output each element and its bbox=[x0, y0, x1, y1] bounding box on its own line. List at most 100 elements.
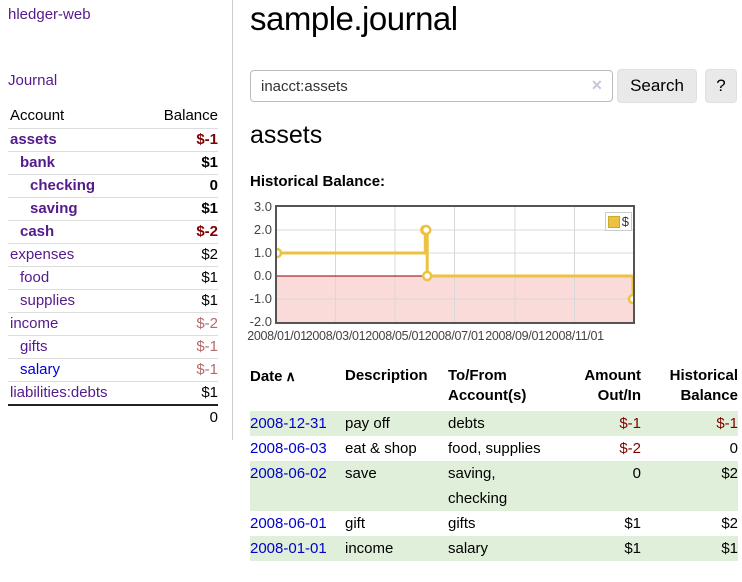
account-link[interactable]: salary bbox=[20, 361, 61, 378]
account-balance-value: 0 bbox=[209, 177, 218, 194]
help-button[interactable]: ? bbox=[705, 69, 737, 103]
account-balance-value: $-1 bbox=[196, 361, 218, 378]
account-row: food $1 bbox=[8, 266, 218, 289]
account-link[interactable]: gifts bbox=[20, 338, 48, 355]
account-row: gifts $-1 bbox=[8, 335, 218, 358]
transaction-amount: $-1 bbox=[619, 415, 641, 432]
chart-title: Historical Balance: bbox=[250, 173, 386, 190]
transaction-row: 2008-01-01 income salary $1 $1 bbox=[250, 536, 738, 561]
transaction-balance: $2 bbox=[721, 465, 738, 482]
transaction-row: 2008-12-31 pay off debts $-1 $-1 bbox=[250, 411, 738, 436]
chart-legend: $ bbox=[604, 212, 632, 231]
account-link[interactable]: liabilities:debts bbox=[10, 384, 108, 401]
column-header-balance: Historical Balance bbox=[669, 367, 738, 404]
x-axis-tick-label: 2008/05/01 bbox=[365, 329, 425, 343]
y-axis-tick-label: -1.0 bbox=[249, 291, 272, 306]
transaction-accounts: saving, checking bbox=[448, 465, 508, 507]
column-header-accounts: To/From Account(s) bbox=[448, 367, 527, 404]
search-form: ✕ Search ? bbox=[250, 69, 742, 103]
x-axis-tick-label: 2008/11/01 bbox=[545, 329, 604, 343]
account-balance-value: $-2 bbox=[196, 315, 218, 332]
transaction-amount: 0 bbox=[632, 465, 641, 482]
transaction-accounts: debts bbox=[448, 415, 485, 432]
transaction-accounts: food, supplies bbox=[448, 440, 541, 457]
register-table: Date ∧ Description To/From Account(s) Amo… bbox=[250, 366, 738, 561]
account-balance-value: $-2 bbox=[196, 223, 218, 240]
transaction-balance: $1 bbox=[721, 540, 738, 557]
legend-series-label: $ bbox=[621, 214, 629, 229]
page-title: sample.journal bbox=[250, 0, 458, 37]
column-header-date[interactable]: Date ∧ bbox=[250, 368, 296, 385]
account-column-header: Account bbox=[10, 107, 65, 124]
account-link[interactable]: checking bbox=[30, 177, 96, 194]
account-link[interactable]: saving bbox=[30, 200, 78, 217]
historical-balance-chart: $ 3.0 2.0 1.0 0.0 -1.0 -2.0 2008/01/01 2008/03/… bbox=[247, 199, 742, 350]
transaction-description: save bbox=[345, 465, 377, 482]
account-balance-value: $1 bbox=[201, 154, 218, 171]
account-table-header: Account Balance bbox=[8, 104, 218, 128]
clear-search-icon[interactable]: ✕ bbox=[591, 77, 603, 93]
x-axis-tick-label: 2008/03/01 bbox=[305, 329, 366, 343]
app-title-link[interactable]: hledger-web bbox=[8, 6, 91, 23]
transaction-date-link[interactable]: 2008-06-01 bbox=[250, 515, 327, 532]
account-balance-value: $1 bbox=[201, 269, 218, 286]
transaction-date-link[interactable]: 2008-12-31 bbox=[250, 415, 327, 432]
account-link[interactable]: assets bbox=[10, 131, 57, 148]
transaction-balance: $2 bbox=[721, 515, 738, 532]
transaction-amount: $1 bbox=[624, 540, 641, 557]
account-balance-value: $2 bbox=[201, 246, 218, 263]
account-link[interactable]: bank bbox=[20, 154, 56, 171]
account-link[interactable]: supplies bbox=[20, 292, 76, 309]
account-heading: assets bbox=[250, 121, 323, 149]
transaction-description: eat & shop bbox=[345, 440, 417, 457]
main-content: sample.journal ✕ Search ? assets Histori… bbox=[247, 0, 742, 582]
transaction-date-link[interactable]: 2008-06-02 bbox=[250, 465, 327, 482]
account-row: expenses $2 bbox=[8, 243, 218, 266]
y-axis-tick-label: 3.0 bbox=[253, 199, 272, 214]
transaction-description: income bbox=[345, 540, 394, 557]
sidebar: hledger-web Journal Account Balance asse… bbox=[0, 0, 233, 440]
y-axis-tick-label: 2.0 bbox=[253, 222, 272, 237]
account-row: bank $1 bbox=[8, 151, 218, 174]
transaction-description: pay off bbox=[345, 415, 390, 432]
transaction-amount: $1 bbox=[624, 515, 641, 532]
account-row: liabilities:debts $1 bbox=[8, 381, 218, 404]
account-balance-value: $1 bbox=[201, 292, 218, 309]
y-axis-tick-label: -2.0 bbox=[249, 314, 272, 329]
account-row: saving $1 bbox=[8, 197, 218, 220]
y-axis-tick-label: 1.0 bbox=[253, 245, 272, 260]
sidebar-item-journal[interactable]: Journal bbox=[8, 72, 58, 89]
y-axis-tick-label: 0.0 bbox=[253, 268, 272, 283]
transaction-date-link[interactable]: 2008-06-03 bbox=[250, 440, 327, 457]
account-row: assets $-1 bbox=[8, 128, 218, 151]
transaction-description: gift bbox=[345, 515, 366, 532]
x-axis-tick-label: 2008/07/01 bbox=[424, 329, 485, 343]
transaction-amount: $-2 bbox=[619, 440, 641, 457]
transaction-row: 2008-06-02 save saving, checking 0 $2 bbox=[250, 461, 738, 511]
transaction-date-link[interactable]: 2008-01-01 bbox=[250, 540, 327, 557]
legend-swatch-icon bbox=[607, 215, 620, 228]
transaction-balance: $-1 bbox=[716, 415, 738, 432]
register-header-row: Date ∧ Description To/From Account(s) Amo… bbox=[250, 366, 738, 411]
account-table-body: assets $-1 bank $1 checking 0 saving $1 … bbox=[8, 128, 218, 404]
account-balance-value: $1 bbox=[201, 384, 218, 401]
search-button[interactable]: Search bbox=[617, 69, 697, 103]
balance-column-header: Balance bbox=[163, 107, 218, 124]
search-input[interactable] bbox=[250, 70, 613, 102]
account-row: supplies $1 bbox=[8, 289, 218, 312]
account-link[interactable]: expenses bbox=[10, 246, 75, 263]
transaction-accounts: gifts bbox=[448, 515, 476, 532]
column-header-amount: Amount Out/In bbox=[584, 367, 641, 404]
account-balance-value: $1 bbox=[201, 200, 218, 217]
sort-ascending-icon: ∧ bbox=[285, 368, 296, 384]
account-link[interactable]: income bbox=[10, 315, 59, 332]
account-total: 0 bbox=[8, 404, 218, 430]
account-row: income $-2 bbox=[8, 312, 218, 335]
account-balance-value: $-1 bbox=[196, 131, 218, 148]
chart-plot-area: $ bbox=[275, 205, 635, 324]
account-link[interactable]: cash bbox=[20, 223, 55, 240]
transaction-row: 2008-06-01 gift gifts $1 $2 bbox=[250, 511, 738, 536]
account-link[interactable]: food bbox=[20, 269, 50, 286]
x-axis-tick-label: 2008/01/01 bbox=[247, 329, 307, 343]
account-row: cash $-2 bbox=[8, 220, 218, 243]
